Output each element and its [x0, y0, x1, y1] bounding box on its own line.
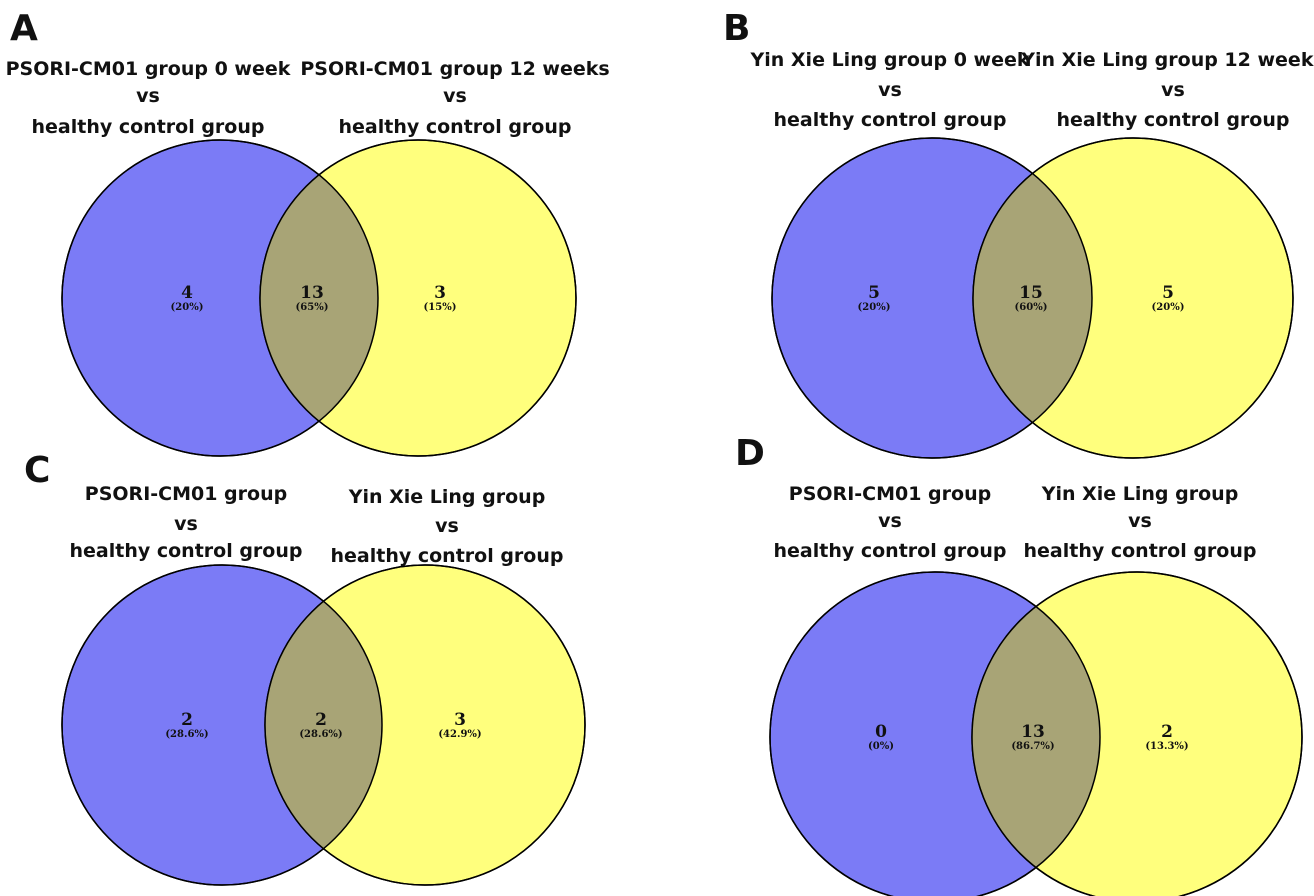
right-only-percent: (42.9%): [438, 729, 481, 740]
venn-right-outline: [971, 571, 1303, 896]
right-set-label-line: healthy control group: [1057, 109, 1290, 131]
overlap-count: 15: [1019, 283, 1043, 303]
left-set-label-line: healthy control group: [774, 109, 1007, 131]
venn-right-outline: [264, 564, 586, 886]
left-only-percent: (0%): [868, 741, 894, 752]
right-set-label-line: vs: [443, 85, 467, 107]
venn-panel-d: D PSORI-CM01 group vs healthy control group…: [735, 433, 1303, 896]
left-set-label-line: healthy control group: [774, 540, 1007, 562]
left-only-count: 4: [181, 283, 193, 303]
venn-overlap-region: [973, 138, 1092, 458]
left-set-label-line: PSORI-CM01 group: [789, 483, 991, 505]
right-only-percent: (20%): [1152, 302, 1185, 313]
overlap-count: 2: [315, 710, 327, 730]
right-set-label-line: vs: [1161, 79, 1185, 101]
panel-letter: D: [735, 433, 765, 474]
left-set-label-line: vs: [136, 85, 160, 107]
left-set-label-line: Yin Xie Ling group 0 week: [750, 49, 1030, 71]
left-only-percent: (20%): [171, 302, 204, 313]
right-set-label-line: healthy control group: [339, 116, 572, 138]
right-only-percent: (15%): [424, 302, 457, 313]
left-only-count: 5: [868, 283, 880, 303]
left-set-label-line: healthy control group: [32, 116, 265, 138]
left-only-percent: (20%): [858, 302, 891, 313]
venn-overlap-region: [972, 572, 1100, 896]
right-set-label-line: vs: [435, 515, 459, 537]
left-set-label-line: vs: [174, 513, 198, 535]
overlap-count: 13: [1021, 722, 1045, 742]
left-only-count: 2: [181, 710, 193, 730]
venn-left-outline: [769, 571, 1101, 896]
venn-panel-a: A PSORI-CM01 group 0 week vs healthy contro…: [6, 8, 610, 457]
right-set-label-line: Yin Xie Ling group 12 weeks: [1020, 49, 1314, 71]
right-set-label-line: healthy control group: [1024, 540, 1257, 562]
venn-left-outline: [61, 139, 379, 457]
venn-overlap-region: [260, 140, 378, 456]
left-set-label-line: vs: [878, 510, 902, 532]
left-set-label-line: PSORI-CM01 group 0 week: [6, 58, 291, 80]
right-only-count: 3: [434, 283, 446, 303]
overlap-percent: (60%): [1015, 302, 1048, 313]
left-set-label-line: healthy control group: [70, 540, 303, 562]
right-set-label-line: PSORI-CM01 group 12 weeks: [300, 58, 609, 80]
left-set-label-line: PSORI-CM01 group: [85, 483, 287, 505]
venn-right-outline: [259, 139, 577, 457]
panel-letter: A: [10, 8, 38, 49]
panel-letter: C: [24, 450, 50, 491]
right-only-percent: (13.3%): [1145, 741, 1188, 752]
right-only-count: 3: [454, 710, 466, 730]
right-set-label-line: vs: [1128, 510, 1152, 532]
left-only-count: 0: [875, 722, 887, 742]
venn-left-outline: [61, 564, 383, 886]
right-set-label-line: healthy control group: [331, 545, 564, 567]
venn-right-outline: [972, 137, 1294, 459]
venn-left-outline: [771, 137, 1093, 459]
overlap-percent: (65%): [296, 302, 329, 313]
right-set-label-line: Yin Xie Ling group: [1041, 483, 1239, 505]
left-only-percent: (28.6%): [165, 729, 208, 740]
venn-overlap-region: [265, 565, 382, 885]
overlap-percent: (28.6%): [299, 729, 342, 740]
panel-letter: B: [723, 8, 750, 49]
overlap-percent: (86.7%): [1011, 741, 1054, 752]
right-only-count: 2: [1161, 722, 1173, 742]
left-set-label-line: vs: [878, 79, 902, 101]
venn-panel-c: C PSORI-CM01 group vs healthy control group…: [24, 450, 586, 886]
right-set-label-line: Yin Xie Ling group: [348, 486, 546, 508]
overlap-count: 13: [300, 283, 324, 303]
right-only-count: 5: [1162, 283, 1174, 303]
